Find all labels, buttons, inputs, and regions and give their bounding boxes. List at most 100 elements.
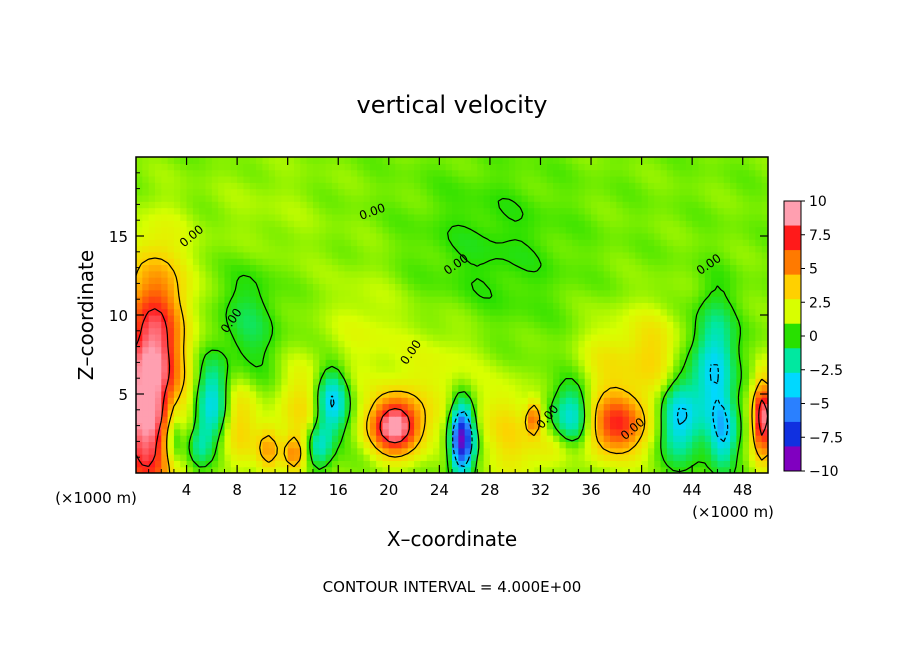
heatmap-cell [755,422,763,430]
heatmap-cell [578,378,586,386]
heatmap-cell [167,194,175,202]
heatmap-cell [161,182,169,190]
heatmap-cell [628,422,636,430]
heatmap-cell [628,251,636,259]
heatmap-cell [521,169,529,177]
heatmap-cell [496,296,504,303]
heatmap-cell [426,403,434,411]
heatmap-cell [186,422,194,430]
heatmap-cell [622,315,630,322]
heatmap-cell [723,346,731,354]
heatmap-cell [433,315,440,322]
heatmap-cell [363,390,371,398]
heatmap-cell [401,315,409,322]
heatmap-cell [635,359,643,367]
heatmap-cell [591,308,598,316]
heatmap-cell [312,283,320,291]
heatmap-cell [268,188,276,196]
heatmap-cell [559,220,567,228]
heatmap-cell [660,283,668,291]
heatmap-cell [420,359,428,367]
heatmap-cell [666,270,674,278]
heatmap-cell [685,333,693,341]
heatmap-cell [723,466,731,473]
heatmap-cell [540,163,548,171]
heatmap-cell [205,270,213,278]
heatmap-cell [357,333,365,341]
heatmap-cell [477,163,485,171]
heatmap-cell [376,226,384,234]
heatmap-cell [458,182,466,190]
heatmap-cell [527,390,535,398]
heatmap-cell [470,239,478,247]
heatmap-cell [256,239,263,247]
heatmap-cell [306,157,314,164]
heatmap-cell [666,175,674,183]
heatmap-cell [256,188,263,196]
heatmap-cell [350,422,358,430]
heatmap-cell [306,454,314,461]
heatmap-cell [502,428,510,436]
heatmap-cell [597,384,605,392]
heatmap-cell [357,447,365,455]
heatmap-cell [287,226,295,234]
heatmap-cell [508,333,516,341]
heatmap-cell [237,333,245,341]
heatmap-cell [704,441,712,449]
heatmap-cell [224,378,232,386]
heatmap-cell [534,428,542,436]
heatmap-cell [749,245,756,253]
heatmap-cell [439,346,447,354]
heatmap-cell [224,371,232,379]
heatmap-cell [256,333,263,341]
heatmap-cell [749,207,756,215]
heatmap-cell [167,302,175,310]
heatmap-cell [275,226,282,234]
heatmap-cell [730,416,737,424]
heatmap-cell [294,422,301,430]
heatmap-cell [717,289,725,297]
heatmap-cell [515,403,523,411]
heatmap-cell [666,163,674,171]
heatmap-cell [401,340,409,348]
heatmap-cell [502,245,510,253]
heatmap-cell [420,277,428,284]
heatmap-cell [325,416,333,424]
heatmap-cell [692,283,700,291]
heatmap-cell [275,340,282,348]
heatmap-cell [654,441,662,449]
heatmap-cell [199,201,207,209]
heatmap-cell [540,333,548,341]
heatmap-cell [603,194,611,202]
heatmap-cell [154,296,162,303]
heatmap-cell [439,239,447,247]
heatmap-cell [610,182,617,190]
heatmap-cell [300,390,308,398]
heatmap-cell [382,365,390,373]
heatmap-cell [319,175,327,183]
heatmap-cell [508,435,516,442]
heatmap-cell [312,245,320,253]
heatmap-cell [736,258,744,266]
heatmap-cell [692,213,700,221]
heatmap-cell [761,321,768,329]
heatmap-cell [578,226,586,234]
heatmap-cell [572,163,579,171]
heatmap-cell [369,454,377,461]
heatmap-cell [142,283,150,291]
heatmap-cell [312,435,320,442]
heatmap-cell [249,245,257,253]
heatmap-cell [660,409,668,417]
heatmap-cell [685,245,693,253]
heatmap-cell [148,157,156,164]
heatmap-cell [527,270,535,278]
heatmap-cell [344,182,352,190]
heatmap-cell [148,213,156,221]
heatmap-cell [357,308,365,316]
heatmap-cell [275,188,282,196]
heatmap-cell [755,258,763,266]
heatmap-cell [660,175,668,183]
heatmap-cell [161,270,169,278]
heatmap-cell [685,207,693,215]
heatmap-cell [603,365,611,373]
